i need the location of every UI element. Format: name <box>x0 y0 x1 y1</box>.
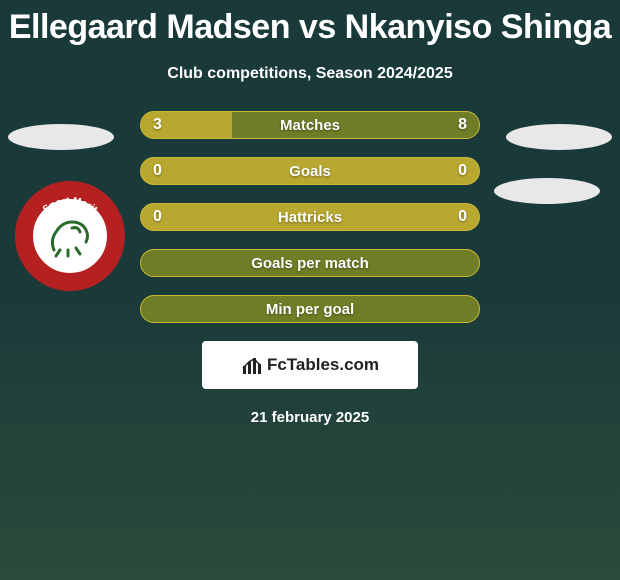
subtitle: Club competitions, Season 2024/2025 <box>0 65 620 83</box>
stat-value-right: 0 <box>458 162 467 180</box>
stat-value-left: 0 <box>153 162 162 180</box>
footer-date: 21 february 2025 <box>0 409 620 426</box>
stat-row-goals: 0 Goals 0 <box>140 157 480 185</box>
stat-label: Goals <box>289 163 331 180</box>
stat-row-matches: 3 Matches 8 <box>140 111 480 139</box>
player-photo-right-placeholder <box>506 124 612 150</box>
stat-label: Goals per match <box>251 255 369 272</box>
stat-label: Min per goal <box>266 301 354 318</box>
club-logo-right-placeholder <box>494 178 600 204</box>
stat-value-left: 3 <box>153 116 162 134</box>
stat-row-goals-per-match: Goals per match <box>140 249 480 277</box>
branding-text: FcTables.com <box>267 355 379 375</box>
club-logo-left: Sport Marit Madeira <box>14 180 126 292</box>
stat-label: Hattricks <box>278 209 342 226</box>
stat-row-min-per-goal: Min per goal <box>140 295 480 323</box>
branding-badge: FcTables.com <box>202 341 418 389</box>
bar-chart-icon <box>241 354 263 376</box>
stat-label: Matches <box>280 117 340 134</box>
stat-value-right: 0 <box>458 208 467 226</box>
stats-container: 3 Matches 8 0 Goals 0 0 Hattricks 0 Goal… <box>140 111 480 323</box>
page-title: Ellegaard Madsen vs Nkanyiso Shinga <box>0 0 620 47</box>
stat-row-hattricks: 0 Hattricks 0 <box>140 203 480 231</box>
stat-value-right: 8 <box>458 116 467 134</box>
stat-value-left: 0 <box>153 208 162 226</box>
player-photo-left-placeholder <box>8 124 114 150</box>
